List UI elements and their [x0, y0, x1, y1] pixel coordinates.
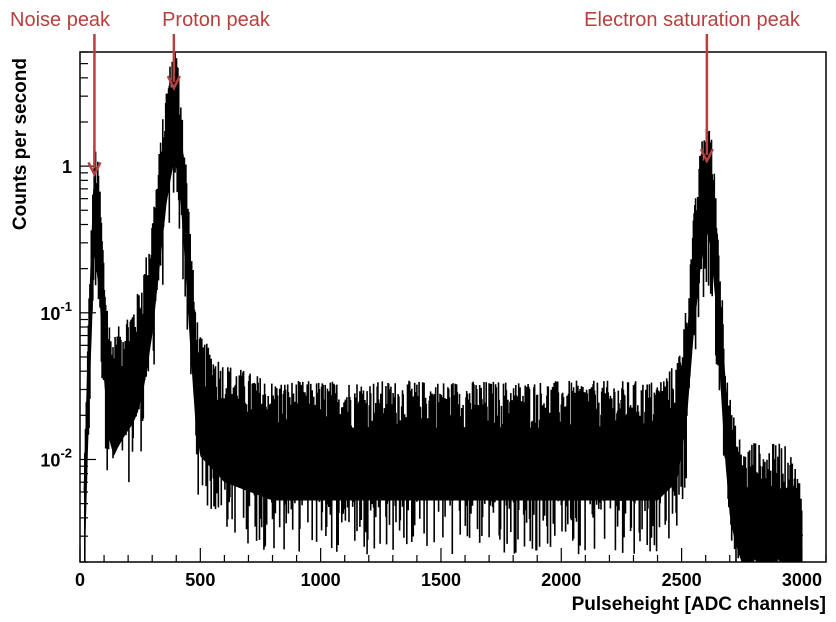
annotation-1: Proton peak [162, 9, 271, 91]
x-axis-title: Pulseheight [ADC channels] [572, 594, 826, 615]
y-tick-label: 1 [62, 157, 72, 177]
x-tick-label: 500 [185, 570, 215, 590]
annotation-2: Electron saturation peak [584, 9, 801, 164]
annotation-layer: Noise peak Proton peak Electron saturation… [10, 9, 801, 178]
x-tick-label: 1500 [421, 570, 461, 590]
annotation-arrow-head [87, 161, 102, 178]
x-tick-label: 1000 [301, 570, 341, 590]
annotation-label: Proton peak [162, 9, 271, 31]
series-0 [83, 53, 804, 562]
annotation-0: Noise peak [10, 9, 111, 178]
y-tick-exponent: -2 [60, 445, 72, 460]
annotation-arrow-head [166, 75, 181, 91]
series-0-envelope [84, 91, 802, 562]
annotation-label: Electron saturation peak [584, 9, 801, 31]
y-tick-base: 10 [40, 304, 60, 324]
annotation-arrow-head [699, 148, 714, 164]
y-tick-label: 10-2 [40, 445, 72, 470]
x-tick-label: 2000 [541, 570, 581, 590]
x-tick-label: 0 [75, 570, 85, 590]
y-tick-base: 10 [40, 450, 60, 470]
y-tick-label: 10-1 [40, 299, 72, 324]
plot-layer [83, 53, 804, 562]
plot-frame [79, 51, 827, 563]
annotation-label: Noise peak [10, 9, 111, 31]
series-0-line [83, 92, 804, 537]
x-tick-label: 3000 [782, 570, 822, 590]
x-tick-label: 2500 [662, 570, 702, 590]
axes-layer [79, 51, 827, 563]
y-axis-title: Counts per second [10, 58, 31, 230]
y-tick-exponent: -1 [60, 299, 72, 314]
labels-layer: 0 500 1000 1500 2000 2500 3000110-110-2Pulsehe… [10, 58, 826, 615]
